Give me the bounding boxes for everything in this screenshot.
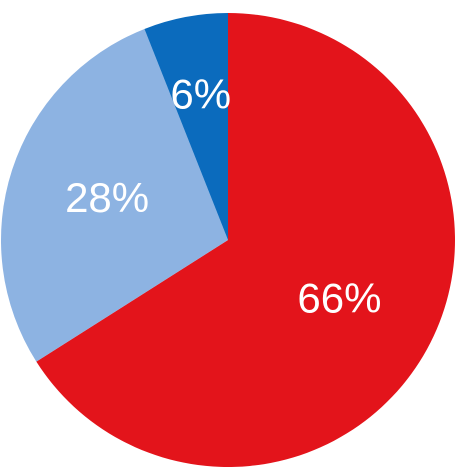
slice-label: 28% bbox=[65, 174, 149, 221]
slice-label: 66% bbox=[297, 274, 381, 321]
slice-label: 6% bbox=[170, 70, 231, 117]
pie-slice bbox=[144, 13, 228, 240]
pie-slice bbox=[36, 13, 455, 467]
pie-slice bbox=[0, 28, 229, 362]
